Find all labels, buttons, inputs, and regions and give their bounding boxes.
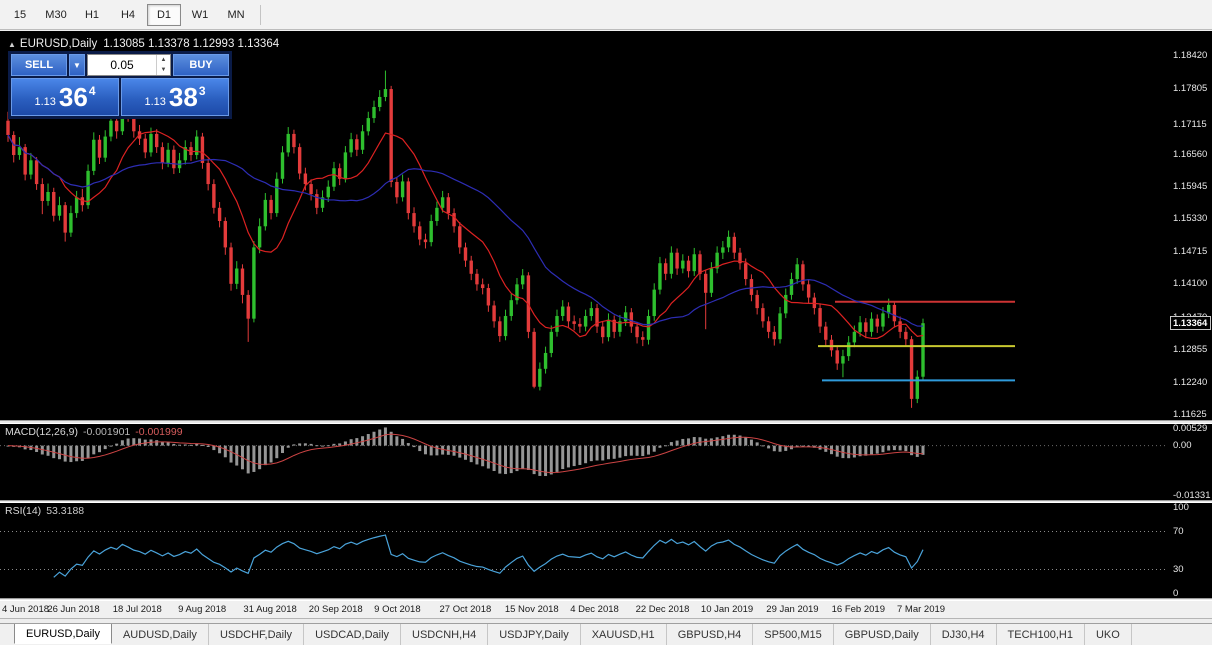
one-click-trading-panel: SELL ▼ ▲ ▼ BUY 1.13 36 4 1.13 38 3: [8, 51, 232, 119]
macd-main-value: -0.001901: [82, 426, 131, 438]
timeframe-button-m15[interactable]: 15: [13, 8, 27, 21]
axis-label: 30: [1173, 563, 1184, 575]
timeframe-button-w1[interactable]: W1: [191, 8, 209, 21]
chart-marker-icon: ▲: [8, 40, 16, 49]
chart-tab-eurusd-daily[interactable]: EURUSD,Daily: [14, 624, 112, 644]
chart-tab-xauusd-h1[interactable]: XAUUSD,H1: [581, 624, 667, 645]
timeframe-buttons: 15 M30 H1 H4 D1 W1 MN: [2, 3, 254, 26]
buy-price-pip: 3: [198, 84, 206, 98]
timeframe-button-mn[interactable]: MN: [227, 8, 245, 21]
date-label: 31 Aug 2018: [243, 604, 297, 615]
timeframe-button-h4[interactable]: H4: [120, 8, 136, 21]
axis-label: 1.14100: [1173, 278, 1208, 290]
date-label: 26 Jun 2018: [47, 604, 100, 615]
macd-signal-value: -0.001999: [135, 426, 183, 438]
rsi-value: 53.3188: [46, 505, 85, 517]
date-label: 9 Aug 2018: [178, 604, 227, 615]
axis-label: 1.12240: [1173, 376, 1208, 388]
axis-label: 70: [1173, 525, 1184, 537]
sell-price-pip: 4: [88, 84, 96, 98]
pane-splitter[interactable]: [0, 598, 1212, 601]
axis-label: 1.17805: [1173, 82, 1208, 94]
sell-price-big: 36: [58, 82, 88, 112]
chart-tab-sp500-m15[interactable]: SP500,M15: [753, 624, 834, 645]
chart-tab-gbpusd-h4[interactable]: GBPUSD,H4: [667, 624, 754, 645]
timeframe-button-d1[interactable]: D1: [147, 3, 181, 26]
chart-tab-usdchf-daily[interactable]: USDCHF,Daily: [209, 624, 305, 645]
axis-label: 1.11625: [1173, 408, 1207, 420]
date-label: 10 Jan 2019: [700, 604, 754, 615]
timeframe-button-h1[interactable]: H1: [84, 8, 100, 21]
axis-label: 1.15945: [1173, 180, 1208, 192]
axis-label: -0.01331: [1173, 490, 1211, 501]
date-label: 7 Mar 2019: [897, 604, 946, 615]
date-label: 18 Jul 2018: [112, 604, 162, 615]
chart-tab-uko[interactable]: UKO: [1085, 624, 1132, 645]
horizontal-scroll-strip[interactable]: [0, 618, 1212, 623]
chart-symbol-label: EURUSD,Daily: [19, 38, 98, 50]
pane-splitter[interactable]: [0, 500, 1212, 503]
chart-tab-usdcnh-h4[interactable]: USDCNH,H4: [401, 624, 489, 645]
toolbar-separator: [260, 4, 261, 25]
sell-button[interactable]: SELL: [11, 54, 67, 76]
date-label: 15 Nov 2018: [504, 604, 559, 615]
rsi-indicator-label: RSI(14) 53.3188: [5, 505, 84, 517]
date-label: 29 Jan 2019: [766, 604, 819, 615]
volume-up-icon[interactable]: ▲: [160, 57, 167, 63]
volume-spinner: ▲ ▼: [156, 55, 170, 75]
sell-price-prefix: 1.13: [34, 95, 56, 108]
date-label: 22 Dec 2018: [635, 604, 690, 615]
bid-price-badge: 1.13364: [1170, 316, 1211, 331]
date-label: 16 Feb 2019: [831, 604, 885, 615]
timeframe-toolbar: 15 M30 H1 H4 D1 W1 MN: [0, 0, 1212, 30]
volume-dropdown-button[interactable]: ▼: [69, 54, 85, 76]
buy-price-button[interactable]: 1.13 38 3: [121, 78, 229, 116]
chart-tab-bar: EURUSD,Daily AUDUSD,Daily USDCHF,Daily USDC…: [0, 623, 1212, 645]
chart-tab-usdcad-daily[interactable]: USDCAD,Daily: [304, 624, 402, 645]
date-label: 4 Dec 2018: [570, 604, 619, 615]
rsi-name: RSI(14): [5, 505, 42, 517]
chart-tab-audusd-daily[interactable]: AUDUSD,Daily: [112, 624, 209, 645]
buy-price-prefix: 1.13: [144, 95, 166, 108]
macd-indicator-label: MACD(12,26,9) -0.001901 -0.001999: [5, 426, 183, 438]
date-label: 20 Sep 2018: [308, 604, 363, 615]
axis-label: 0.00529: [1173, 423, 1208, 434]
sell-price-button[interactable]: 1.13 36 4: [11, 78, 119, 116]
volume-input[interactable]: [88, 55, 156, 75]
chart-tab-tech100-h1[interactable]: TECH100,H1: [997, 624, 1085, 645]
volume-box: ▲ ▼: [87, 54, 171, 76]
chart-tab-gbpusd-daily[interactable]: GBPUSD,Daily: [834, 624, 931, 645]
time-axis[interactable]: 4 Jun 2018 26 Jun 2018 18 Jul 2018 9 Aug 20…: [0, 601, 1212, 618]
pane-splitter[interactable]: [0, 420, 1212, 424]
buy-price-big: 38: [168, 82, 198, 112]
axis-label: 0.00: [1173, 439, 1192, 451]
axis-label: 0: [1173, 588, 1179, 599]
timeframe-button-m30[interactable]: M30: [45, 8, 67, 21]
axis-label: 1.12855: [1173, 344, 1208, 356]
axis-label: 1.15330: [1173, 213, 1208, 225]
date-label: 9 Oct 2018: [374, 604, 421, 615]
volume-down-icon[interactable]: ▼: [160, 67, 167, 73]
chart-title: ▲ EURUSD,Daily 1.13085 1.13378 1.12993 1.1…: [8, 38, 279, 50]
date-label: 4 Jun 2018: [2, 604, 50, 615]
chart-tab-dj30-h4[interactable]: DJ30,H4: [931, 624, 997, 645]
axis-label: 1.18420: [1173, 50, 1208, 62]
buy-button[interactable]: BUY: [173, 54, 229, 76]
axis-label: 1.17115: [1173, 119, 1207, 131]
chart-ohlc-values: 1.13085 1.13378 1.12993 1.13364: [103, 38, 280, 50]
axis-label: 100: [1173, 502, 1189, 513]
chart-canvas[interactable]: [0, 31, 1170, 601]
chart-window: ▲ EURUSD,Daily 1.13085 1.13378 1.12993 1.1…: [0, 31, 1212, 601]
chart-tab-usdjpy-daily[interactable]: USDJPY,Daily: [488, 624, 581, 645]
axis-label: 1.14715: [1173, 245, 1208, 257]
axis-label: 1.16560: [1173, 148, 1208, 160]
date-label: 27 Oct 2018: [439, 604, 492, 615]
macd-name: MACD(12,26,9): [5, 426, 78, 438]
